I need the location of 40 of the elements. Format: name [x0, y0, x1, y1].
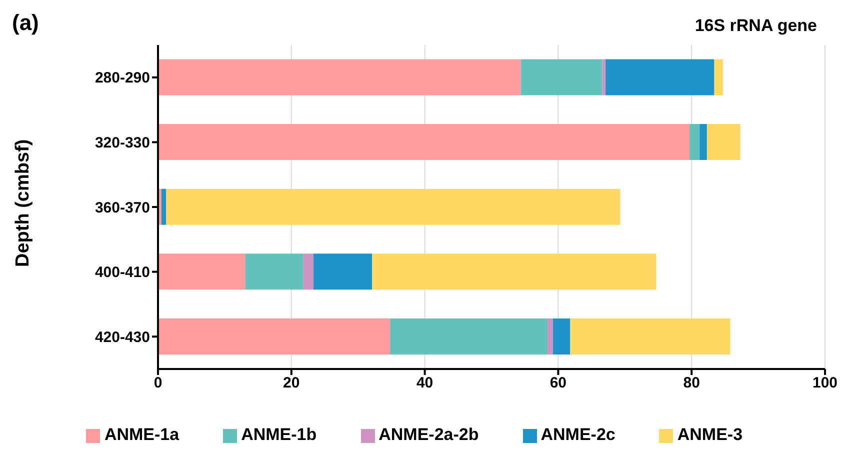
bar — [520, 59, 602, 96]
bar — [245, 254, 304, 290]
x-tick-label: 40 — [416, 374, 434, 392]
chart-title: 16S rRNA gene — [694, 16, 817, 36]
y-axis-title: Depth (cmbsf) — [12, 139, 34, 267]
y-tick-label: 320-330 — [94, 134, 150, 152]
bar — [570, 318, 730, 354]
bar — [548, 318, 553, 354]
x-tick-label: 60 — [550, 374, 567, 392]
x-tick-label: 100 — [812, 374, 838, 392]
bar — [166, 188, 620, 225]
bar — [602, 59, 606, 96]
text: (a) — [12, 10, 39, 36]
bar — [706, 124, 740, 160]
bar — [372, 254, 656, 290]
bar — [161, 188, 166, 225]
y-tick-label: 280-290 — [94, 70, 150, 87]
bar — [552, 318, 570, 354]
bar — [158, 318, 390, 354]
bar — [700, 124, 707, 160]
legend-label: ANME-2c — [540, 425, 616, 444]
y-tick-label: 400-410 — [94, 264, 150, 282]
legend-label: ANME-1a — [104, 425, 180, 444]
bar — [690, 124, 700, 160]
legend-label: ANME-1b — [241, 425, 317, 444]
y-tick-label: 420-430 — [94, 328, 150, 346]
bar — [158, 254, 246, 290]
x-tick-label: 20 — [283, 374, 300, 392]
legend-label: ANME-3 — [677, 425, 743, 444]
bar — [606, 59, 714, 96]
x-tick-label: 0 — [154, 374, 162, 392]
bar — [303, 254, 314, 290]
legend-label: ANME-2a-2b — [378, 425, 479, 444]
bar — [714, 59, 723, 96]
bar — [158, 59, 521, 96]
x-tick-label: 80 — [683, 374, 700, 392]
y-tick-label: 360-370 — [94, 199, 150, 216]
bar — [313, 254, 372, 290]
bar — [158, 124, 690, 160]
bar — [390, 318, 548, 354]
